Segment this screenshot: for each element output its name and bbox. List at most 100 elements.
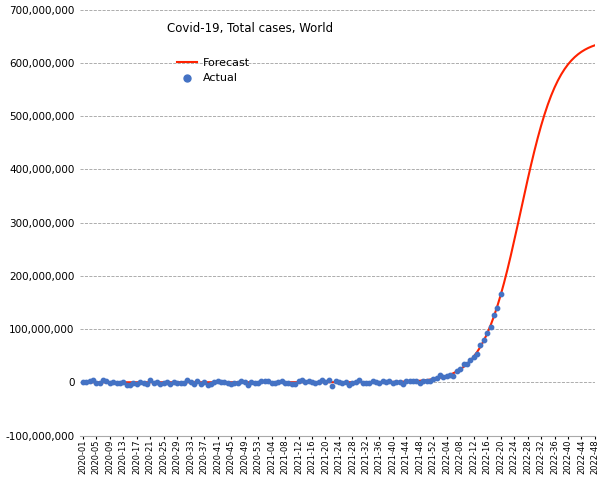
Actual: [341, 378, 350, 386]
Actual: [456, 365, 465, 373]
Actual: [486, 323, 495, 331]
Actual: [270, 379, 280, 386]
Actual: [338, 379, 347, 386]
Actual: [85, 378, 94, 385]
Actual: [469, 353, 479, 360]
Actual: [391, 378, 401, 386]
Actual: [257, 378, 266, 385]
Actual: [449, 372, 459, 380]
Actual: [162, 378, 172, 386]
Forecast: [584, 45, 592, 51]
Forecast: [146, 379, 154, 385]
Actual: [462, 360, 472, 368]
Actual: [297, 377, 307, 384]
Actual: [112, 379, 122, 387]
Actual: [425, 377, 435, 384]
Actual: [331, 377, 341, 385]
Forecast: [113, 379, 120, 385]
Actual: [314, 378, 324, 385]
Actual: [196, 380, 206, 388]
Actual: [209, 378, 219, 386]
Actual: [108, 378, 118, 385]
Actual: [321, 378, 330, 386]
Actual: [398, 380, 408, 387]
Actual: [176, 379, 186, 386]
Actual: [472, 350, 482, 358]
Actual: [465, 357, 475, 364]
Actual: [364, 379, 374, 387]
Forecast: [591, 42, 598, 48]
Actual: [220, 379, 229, 386]
Actual: [445, 371, 455, 379]
Actual: [213, 377, 223, 385]
Actual: [91, 379, 101, 386]
Actual: [105, 379, 115, 387]
Actual: [119, 378, 128, 386]
Actual: [452, 368, 462, 375]
Forecast: [79, 379, 87, 385]
Actual: [428, 375, 438, 383]
Actual: [82, 379, 91, 386]
Actual: [203, 381, 212, 389]
Actual: [388, 379, 397, 387]
Actual: [88, 376, 98, 384]
Actual: [324, 376, 334, 384]
Actual: [233, 379, 243, 387]
Actual: [355, 376, 364, 384]
Actual: [368, 377, 378, 385]
Actual: [199, 378, 209, 386]
Actual: [381, 378, 391, 386]
Actual: [237, 377, 246, 384]
Line: Forecast: Forecast: [83, 45, 595, 382]
Actual: [183, 376, 192, 384]
Actual: [192, 377, 202, 385]
Actual: [411, 377, 421, 385]
Actual: [394, 378, 404, 386]
Legend: Forecast, Actual: Forecast, Actual: [172, 53, 254, 88]
Actual: [125, 381, 135, 388]
Actual: [263, 377, 273, 385]
Actual: [327, 382, 337, 390]
Actual: [206, 380, 216, 388]
Actual: [408, 377, 418, 385]
Actual: [166, 380, 175, 388]
Actual: [442, 372, 451, 379]
Actual: [402, 377, 411, 385]
Actual: [358, 379, 367, 387]
Actual: [361, 379, 371, 387]
Actual: [422, 377, 431, 384]
Actual: [495, 290, 505, 298]
Actual: [136, 378, 145, 386]
Text: Covid-19, Total cases, World: Covid-19, Total cases, World: [167, 23, 333, 36]
Actual: [476, 341, 485, 349]
Actual: [179, 379, 189, 387]
Actual: [290, 380, 300, 388]
Actual: [405, 377, 414, 385]
Forecast: [440, 374, 447, 380]
Actual: [129, 379, 139, 387]
Actual: [159, 379, 169, 387]
Actual: [293, 377, 303, 385]
Actual: [115, 379, 125, 387]
Actual: [155, 380, 165, 388]
Actual: [152, 378, 162, 386]
Actual: [378, 378, 388, 385]
Actual: [273, 378, 283, 385]
Actual: [122, 381, 131, 389]
Actual: [347, 379, 357, 386]
Forecast: [504, 267, 511, 273]
Actual: [479, 336, 489, 344]
Actual: [98, 376, 108, 384]
Actual: [223, 379, 232, 386]
Actual: [145, 376, 155, 384]
Actual: [260, 377, 270, 385]
Actual: [284, 379, 293, 386]
Actual: [230, 379, 240, 387]
Actual: [489, 311, 499, 318]
Actual: [344, 381, 354, 389]
Actual: [240, 378, 249, 385]
Actual: [432, 374, 442, 382]
Actual: [415, 379, 425, 386]
Actual: [371, 378, 381, 385]
Actual: [102, 377, 111, 385]
